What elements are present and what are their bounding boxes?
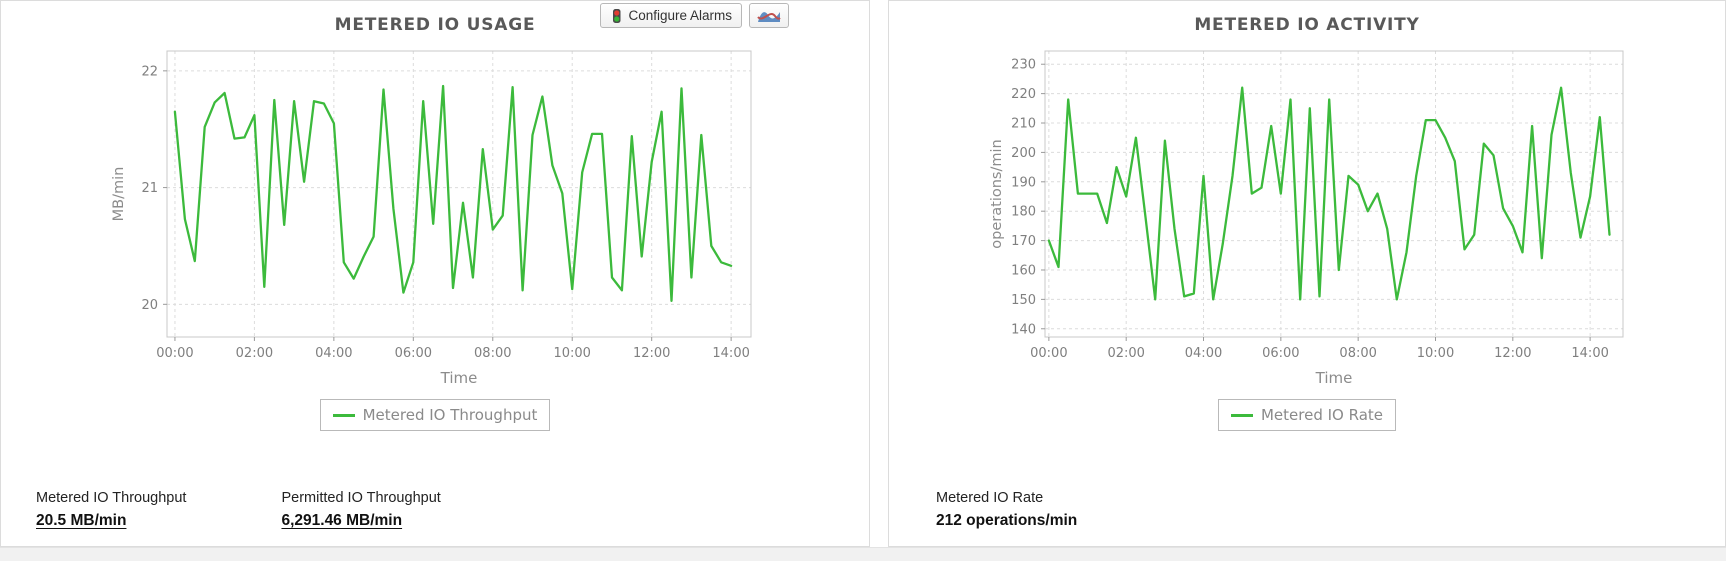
svg-text:12:00: 12:00 bbox=[633, 346, 670, 361]
svg-text:150: 150 bbox=[1011, 293, 1036, 308]
svg-text:08:00: 08:00 bbox=[1339, 346, 1376, 361]
svg-text:Time: Time bbox=[1315, 369, 1353, 387]
stat-permitted-io-throughput: Permitted IO Throughput 6,291.46 MB/min bbox=[281, 490, 440, 530]
dashboard-widgets-row: Configure Alarms METERED IO USAGE 20 21 22… bbox=[0, 0, 1726, 547]
chart-title-activity: METERED IO ACTIVITY bbox=[1194, 15, 1420, 35]
svg-text:06:00: 06:00 bbox=[395, 346, 432, 361]
svg-text:Time: Time bbox=[440, 369, 478, 387]
stat-metered-io-rate: Metered IO Rate 212 operations/min bbox=[936, 490, 1077, 530]
chart-title-usage: METERED IO USAGE bbox=[334, 15, 536, 35]
stat-label: Metered IO Rate bbox=[936, 490, 1044, 506]
svg-text:04:00: 04:00 bbox=[1185, 346, 1222, 361]
chart-type-icon bbox=[757, 11, 781, 22]
configure-alarms-button[interactable]: Configure Alarms bbox=[600, 3, 742, 28]
chart-toolbar: Configure Alarms bbox=[600, 3, 789, 28]
svg-text:140: 140 bbox=[1011, 322, 1036, 337]
stat-label: Metered IO Throughput bbox=[36, 490, 187, 506]
legend-line-swatch bbox=[1230, 413, 1253, 417]
stat-value-link[interactable]: 6,291.46 MB/min bbox=[281, 512, 403, 529]
legend-activity: Metered IO Rate bbox=[1217, 399, 1397, 431]
svg-text:190: 190 bbox=[1011, 175, 1036, 190]
metered-io-activity-chart: 140 150 160 170 180 190 200 210 220 230 00:00 02:00… bbox=[989, 50, 1624, 387]
svg-text:02:00: 02:00 bbox=[236, 346, 273, 361]
svg-text:04:00: 04:00 bbox=[315, 346, 352, 361]
legend-usage: Metered IO Throughput bbox=[319, 399, 551, 431]
stat-metered-io-throughput: Metered IO Throughput 20.5 MB/min bbox=[36, 490, 186, 530]
legend-label: Metered IO Rate bbox=[1260, 406, 1384, 424]
svg-text:220: 220 bbox=[1011, 87, 1036, 102]
svg-text:00:00: 00:00 bbox=[1030, 346, 1067, 361]
svg-text:160: 160 bbox=[1011, 263, 1036, 278]
chart-type-button[interactable] bbox=[749, 3, 789, 28]
svg-text:14:00: 14:00 bbox=[712, 346, 749, 361]
svg-text:00:00: 00:00 bbox=[156, 346, 193, 361]
metered-io-usage-panel: Configure Alarms METERED IO USAGE 20 21 22… bbox=[0, 0, 870, 547]
configure-alarms-label: Configure Alarms bbox=[628, 8, 732, 23]
svg-text:14:00: 14:00 bbox=[1571, 346, 1608, 361]
legend-line-swatch bbox=[332, 413, 355, 417]
svg-text:21: 21 bbox=[141, 181, 158, 196]
svg-text:10:00: 10:00 bbox=[553, 346, 590, 361]
metered-io-usage-chart: 20 21 22 00:00 02:00 04:00 06:00 08:00 10:00 12:0… bbox=[111, 50, 752, 387]
page-background-strip bbox=[0, 547, 1726, 561]
svg-text:210: 210 bbox=[1011, 117, 1036, 132]
svg-text:12:00: 12:00 bbox=[1494, 346, 1531, 361]
svg-text:06:00: 06:00 bbox=[1262, 346, 1299, 361]
svg-text:230: 230 bbox=[1011, 58, 1036, 73]
stat-value: 212 operations/min bbox=[936, 512, 1078, 529]
svg-text:10:00: 10:00 bbox=[1417, 346, 1454, 361]
traffic-light-icon bbox=[613, 8, 621, 23]
svg-text:180: 180 bbox=[1011, 205, 1036, 220]
panel-gap bbox=[870, 0, 888, 547]
activity-stats: Metered IO Rate 212 operations/min bbox=[936, 490, 1077, 530]
svg-text:22: 22 bbox=[141, 64, 158, 79]
stat-value-link[interactable]: 20.5 MB/min bbox=[36, 512, 127, 529]
svg-text:200: 200 bbox=[1011, 146, 1036, 161]
svg-text:20: 20 bbox=[141, 298, 158, 313]
legend-label: Metered IO Throughput bbox=[362, 406, 538, 424]
stat-label: Permitted IO Throughput bbox=[281, 490, 441, 506]
svg-text:MB/min: MB/min bbox=[111, 167, 127, 222]
svg-text:operations/min: operations/min bbox=[989, 139, 1005, 248]
svg-text:170: 170 bbox=[1011, 234, 1036, 249]
svg-text:02:00: 02:00 bbox=[1107, 346, 1144, 361]
metered-io-activity-panel: METERED IO ACTIVITY 140 150 160 170 180 190 20… bbox=[888, 0, 1726, 547]
usage-stats: Metered IO Throughput 20.5 MB/min Permit… bbox=[36, 490, 441, 530]
svg-text:08:00: 08:00 bbox=[474, 346, 511, 361]
